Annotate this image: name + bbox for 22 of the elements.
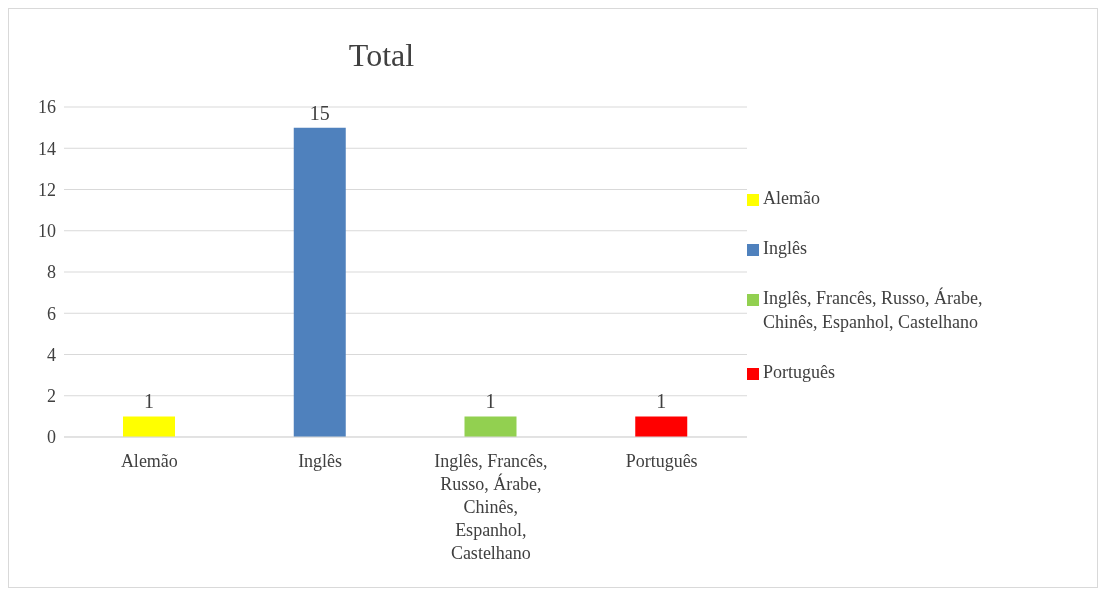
- data-label: 1: [485, 390, 496, 413]
- data-label: 15: [309, 101, 330, 124]
- legend-label: Inglês: [763, 237, 807, 260]
- chart-title: Total: [347, 37, 416, 74]
- x-tick-label: Inglês: [298, 451, 343, 471]
- x-tick-label: Inglês, Francês, Russo, Árabe, Chinês, Espanhol, Castelhano: [434, 451, 548, 563]
- y-tick-label: 10: [38, 221, 56, 242]
- legend-label: Português: [763, 361, 835, 384]
- y-tick-label: 14: [38, 138, 56, 159]
- data-label: 1: [656, 390, 667, 413]
- x-tick-label: Português: [625, 451, 698, 471]
- y-tick-label: 4: [47, 344, 56, 365]
- y-tick-label: 0: [47, 427, 56, 448]
- y-tick-label: 16: [38, 97, 56, 118]
- legend-label: Inglês, Francês, Russo, Árabe, Chinês, Espanhol, Castelhano: [763, 286, 983, 334]
- y-tick-label: 2: [47, 386, 56, 407]
- x-tick-label: Alemão: [120, 451, 178, 471]
- y-tick-label: 12: [38, 179, 56, 200]
- y-tick-label: 8: [47, 262, 56, 283]
- legend-label: Alemão: [763, 187, 820, 210]
- data-label: 1: [144, 390, 154, 413]
- y-tick-label: 6: [47, 303, 56, 324]
